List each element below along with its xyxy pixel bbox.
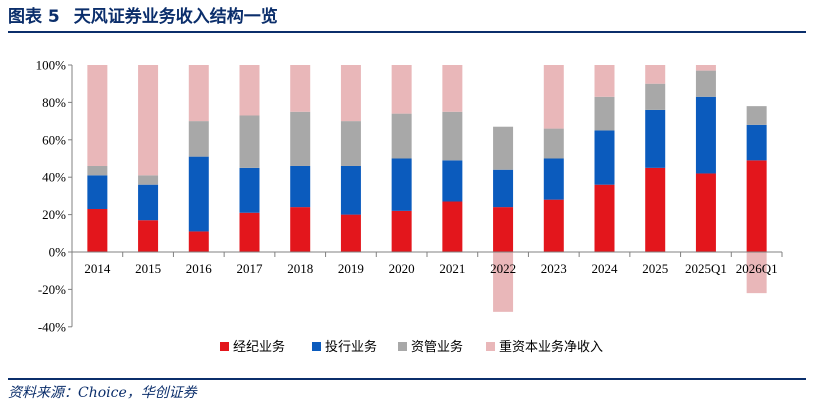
bar-segment-2025Q1-s3 xyxy=(695,65,716,71)
y-tick-label: 40% xyxy=(42,170,66,185)
bar-segment-2020-s3 xyxy=(391,65,412,114)
bar-segment-2016-s2 xyxy=(188,121,209,157)
bar-segment-2018-s3 xyxy=(290,65,311,112)
y-tick-label: 0% xyxy=(49,245,67,260)
bar-segment-2018-s0 xyxy=(290,207,311,252)
y-tick-label: -20% xyxy=(38,282,66,297)
y-tick-label: -40% xyxy=(38,319,66,334)
source-note: 资料来源：Choice，华创证券 xyxy=(8,385,197,401)
legend-swatch xyxy=(312,342,321,351)
x-tick-label: 2020 xyxy=(389,261,415,276)
bar-segment-2014-s0 xyxy=(87,208,108,252)
bar-segment-2023-s0 xyxy=(543,199,564,252)
bar-segment-2020-s2 xyxy=(391,113,412,159)
bar-segment-2017-s0 xyxy=(239,212,260,252)
bar-segment-2025-s3 xyxy=(645,65,666,84)
bar-segment-2014-s3 xyxy=(87,65,108,166)
bar-segment-2015-s3 xyxy=(138,65,159,176)
x-tick-label: 2023 xyxy=(541,261,567,276)
x-tick-label: 2014 xyxy=(84,261,111,276)
bar-segment-2021-s0 xyxy=(442,201,463,252)
bar-segment-2016-s3 xyxy=(188,65,209,122)
bar-segment-2023-s2 xyxy=(543,128,564,159)
bar-segment-2026Q1-s3 xyxy=(746,252,767,294)
figure-title-text: 天风证券业务收入结构一览 xyxy=(73,7,278,27)
bar-segment-2015-s0 xyxy=(138,220,159,252)
bar-segment-2022-s0 xyxy=(493,207,514,252)
footer-rule xyxy=(8,378,806,380)
bar-segment-2017-s3 xyxy=(239,65,260,116)
bar-segment-2017-s1 xyxy=(239,167,260,213)
bar-segment-2026Q1-s2 xyxy=(746,106,767,125)
legend-label: 资管业务 xyxy=(411,339,463,355)
bar-segment-2020-s1 xyxy=(391,158,412,211)
bar-segment-2020-s0 xyxy=(391,210,412,252)
bar-segment-2019-s3 xyxy=(340,65,361,122)
y-tick-label: 100% xyxy=(36,58,67,73)
x-tick-label: 2015 xyxy=(135,261,161,276)
bar-segment-2024-s2 xyxy=(594,96,615,131)
bar-segment-2026Q1-s1 xyxy=(746,124,767,161)
legend-swatch xyxy=(398,342,407,351)
x-tick-label: 2025 xyxy=(642,261,668,276)
x-tick-label: 2025Q1 xyxy=(685,261,727,276)
bar-segment-2015-s2 xyxy=(138,175,159,185)
bar-segment-2022-s1 xyxy=(493,169,514,208)
bar-segment-2017-s2 xyxy=(239,115,260,168)
bar-segment-2022-s2 xyxy=(493,126,514,170)
bar-segment-2021-s2 xyxy=(442,111,463,161)
stacked-bar-chart: 100% 80% 60% 40% 20% 0% -20% -40% 2014 2015 2016 20… xyxy=(36,58,783,355)
bar-segment-2025Q1-s2 xyxy=(695,70,716,97)
bar-segment-2024-s0 xyxy=(594,184,615,252)
bar-segment-2025Q1-s1 xyxy=(695,96,716,174)
bar-segment-2025-s1 xyxy=(645,109,666,168)
legend-swatch xyxy=(220,342,229,351)
x-tick-label: 2026Q1 xyxy=(736,261,778,276)
x-tick-label: 2024 xyxy=(592,261,619,276)
bar-segment-2026Q1-s0 xyxy=(746,160,767,252)
bar-segment-2023-s3 xyxy=(543,65,564,129)
legend-label: 投行业务 xyxy=(325,339,377,355)
figure-title: 图表 5 天风证券业务收入结构一览 xyxy=(8,4,278,30)
x-tick-label: 2019 xyxy=(338,261,364,276)
y-tick-label: 20% xyxy=(42,207,66,222)
axes-layer xyxy=(68,64,783,328)
bar-segment-2014-s1 xyxy=(87,175,108,209)
bar-segment-2018-s2 xyxy=(290,111,311,166)
x-tick-label: 2022 xyxy=(490,261,516,276)
x-tick-label: 2021 xyxy=(439,261,465,276)
bar-segment-2016-s1 xyxy=(188,156,209,232)
bar-segment-2014-s2 xyxy=(87,165,108,176)
legend-label: 经纪业务 xyxy=(233,339,285,355)
y-tick-label: 80% xyxy=(42,95,66,110)
bar-segment-2016-s0 xyxy=(188,231,209,252)
bar-segment-2025-s2 xyxy=(645,83,666,110)
bar-segment-2021-s3 xyxy=(442,65,463,112)
legend-swatch xyxy=(486,342,495,351)
y-tick-label: 60% xyxy=(42,132,66,147)
x-tick-label: 2017 xyxy=(237,261,264,276)
bar-segment-2018-s1 xyxy=(290,165,311,208)
bar-segment-2019-s0 xyxy=(340,214,361,252)
bars-layer xyxy=(87,65,767,312)
bar-segment-2025Q1-s0 xyxy=(695,173,716,252)
bar-segment-2021-s1 xyxy=(442,160,463,202)
bar-segment-2023-s1 xyxy=(543,158,564,200)
tick-labels: 100% 80% 60% 40% 20% 0% -20% -40% 2014 2015 2016 20… xyxy=(36,58,778,335)
bar-segment-2024-s1 xyxy=(594,130,615,185)
bar-segment-2022-s3 xyxy=(493,252,514,312)
figure-number: 图表 5 xyxy=(8,7,60,27)
bar-segment-2024-s3 xyxy=(594,65,615,97)
bar-segment-2019-s2 xyxy=(340,121,361,166)
legend-label: 重资本业务净收入 xyxy=(499,339,603,355)
x-tick-label: 2016 xyxy=(186,261,213,276)
bar-segment-2025-s0 xyxy=(645,167,666,252)
bar-segment-2019-s1 xyxy=(340,165,361,215)
x-tick-label: 2018 xyxy=(287,261,313,276)
legend: 经纪业务 投行业务 资管业务 重资本业务净收入 xyxy=(220,339,603,355)
bar-segment-2015-s1 xyxy=(138,184,159,221)
title-rule xyxy=(8,31,806,33)
